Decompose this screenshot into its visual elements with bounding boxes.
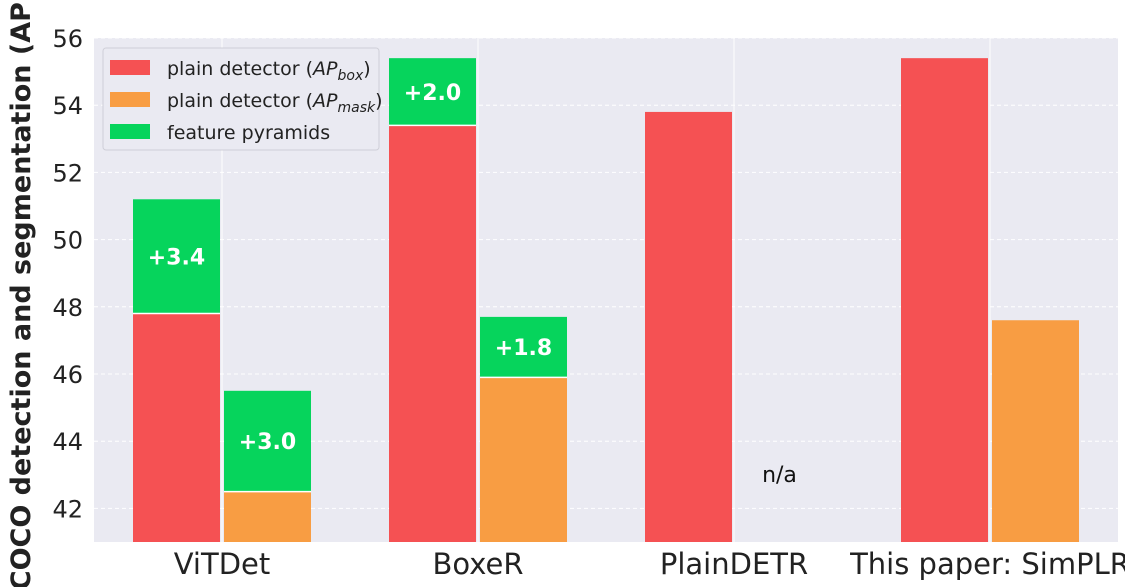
legend-label-1: plain detector (APmask) bbox=[167, 90, 383, 116]
y-tick-label: 54 bbox=[52, 92, 83, 120]
y-axis-label: COCO detection and segmentation (AP) bbox=[6, 0, 37, 587]
legend-label-2: feature pyramids bbox=[167, 122, 330, 144]
x-tick-label: BoxeR bbox=[432, 547, 523, 581]
bar-pyramid-gain-box-1 bbox=[389, 58, 476, 126]
legend-swatch-2 bbox=[110, 124, 150, 139]
bar-ap-box-1 bbox=[389, 125, 476, 543]
x-tick-label: ViTDet bbox=[174, 547, 271, 581]
y-tick-label: 52 bbox=[52, 159, 83, 187]
y-tick-labels: 42 44 46 48 50 52 54 56 bbox=[52, 25, 83, 523]
bar-ap-mask-1 bbox=[480, 377, 567, 542]
legend-frame bbox=[102, 47, 380, 151]
legend-label-0: plain detector (APbox) bbox=[167, 58, 371, 84]
bar-ap-mask-0 bbox=[224, 491, 311, 542]
bar-pyramid-gain-mask-0 bbox=[224, 390, 311, 492]
y-tick-label: 48 bbox=[52, 294, 83, 322]
bar-ap-mask-3 bbox=[992, 320, 1079, 542]
gain-label-mask-0: +3.0 bbox=[239, 430, 296, 455]
bar-ap-box-2 bbox=[645, 111, 732, 543]
annotation-na: n/a bbox=[762, 463, 797, 488]
bar-pyramid-gain-mask-1 bbox=[480, 316, 567, 378]
bars: +3.4 +3.0 +2.0 +1.8 n/a bbox=[133, 58, 1079, 543]
bar-ap-box-3 bbox=[901, 58, 988, 542]
bar-pyramid-gain-box-0 bbox=[133, 199, 220, 314]
gain-label-mask-1: +1.8 bbox=[495, 336, 552, 361]
y-tick-label: 44 bbox=[52, 428, 83, 456]
legend: plain detector (APbox) plain detector (AP… bbox=[102, 47, 383, 151]
x-tick-label: This paper: SimPLR bbox=[849, 547, 1125, 581]
legend-swatch-0 bbox=[110, 60, 150, 75]
gain-label-box-1: +2.0 bbox=[404, 81, 461, 106]
y-tick-label: 50 bbox=[52, 227, 83, 255]
y-tick-label: 56 bbox=[52, 25, 83, 53]
bar-ap-box-0 bbox=[133, 313, 220, 542]
legend-swatch-1 bbox=[110, 92, 150, 107]
x-tick-labels: ViTDet BoxeR PlainDETR This paper: SimPLR bbox=[174, 547, 1125, 581]
y-tick-label: 42 bbox=[52, 495, 83, 523]
gain-label-box-0: +3.4 bbox=[148, 245, 205, 270]
x-tick-label: PlainDETR bbox=[660, 547, 808, 581]
y-tick-label: 46 bbox=[52, 361, 83, 389]
